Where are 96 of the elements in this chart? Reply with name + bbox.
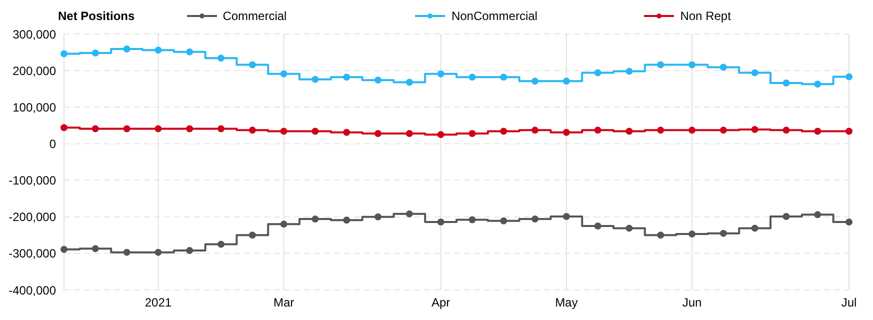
point (594, 69, 602, 76)
point (374, 76, 382, 84)
point (437, 70, 444, 78)
point (437, 218, 444, 226)
point (186, 125, 194, 132)
point (248, 232, 256, 239)
point (720, 64, 727, 71)
point (814, 128, 822, 135)
legend-label: Non Rept (679, 9, 732, 23)
point (280, 128, 288, 135)
point (532, 216, 538, 223)
point (688, 61, 696, 68)
point (626, 128, 633, 135)
point (846, 128, 852, 135)
point (406, 130, 413, 137)
point (751, 126, 758, 133)
point (248, 126, 256, 134)
point (312, 216, 319, 223)
point (751, 224, 758, 232)
point (60, 124, 68, 132)
point (688, 126, 696, 134)
point (846, 218, 852, 226)
y-tick-label: 100,000 (12, 100, 56, 114)
point (814, 211, 822, 218)
x-tick-label: Jun (682, 296, 702, 310)
point (500, 74, 508, 81)
point (657, 232, 664, 239)
point (92, 125, 99, 132)
point (343, 216, 350, 224)
point (312, 128, 319, 135)
legend-label: Commercial (222, 9, 288, 23)
point (782, 212, 790, 220)
point (720, 126, 727, 134)
y-tick-label: -200,000 (8, 210, 56, 224)
x-tick-label: May (555, 296, 578, 310)
point (688, 230, 696, 238)
y-tick-label: -100,000 (8, 174, 56, 188)
point (154, 46, 162, 54)
point (437, 131, 444, 138)
point (60, 246, 68, 253)
point (406, 210, 413, 218)
point (60, 50, 68, 58)
point (751, 69, 758, 76)
point (846, 73, 852, 80)
point (92, 50, 99, 57)
point (594, 126, 602, 134)
point (814, 80, 822, 88)
point (594, 222, 602, 230)
point (374, 130, 382, 137)
point (218, 125, 224, 132)
point (562, 128, 570, 136)
point (343, 128, 350, 136)
y-tick-label: 200,000 (12, 64, 56, 78)
point (720, 230, 727, 237)
point (154, 125, 162, 132)
point (657, 126, 664, 134)
point (92, 245, 99, 252)
y-tick-label: -300,000 (8, 246, 56, 261)
point (186, 48, 194, 56)
point (280, 220, 288, 228)
point (312, 76, 319, 83)
point (626, 68, 633, 75)
y-tick-label: 300,000 (12, 27, 56, 42)
point (532, 78, 538, 85)
point (562, 212, 570, 220)
x-tick-label: Jul (841, 296, 857, 310)
point (782, 80, 790, 87)
point (123, 125, 130, 132)
point (468, 74, 476, 81)
x-tick-label: 2021 (144, 296, 172, 310)
point (343, 74, 350, 81)
point (562, 78, 570, 85)
y-tick-label: -400,000 (8, 283, 56, 298)
point (218, 240, 224, 248)
point (248, 61, 256, 68)
point (280, 70, 288, 78)
point (406, 78, 413, 86)
x-tick-label: Mar (273, 296, 294, 310)
point (657, 61, 664, 68)
point (468, 130, 476, 137)
point (532, 126, 538, 134)
point (218, 54, 224, 62)
x-tick-label: Apr (431, 296, 450, 310)
y-tick-label: 0 (49, 136, 56, 151)
point (500, 217, 508, 224)
point (374, 213, 382, 220)
point (186, 247, 194, 254)
point (468, 216, 476, 224)
chart-title: Net Positions (57, 9, 136, 23)
point (626, 224, 633, 232)
point (123, 248, 130, 256)
point (500, 128, 508, 135)
point (154, 248, 162, 256)
point (123, 45, 130, 52)
point (782, 126, 790, 134)
legend-label: NonCommercial (450, 9, 538, 23)
